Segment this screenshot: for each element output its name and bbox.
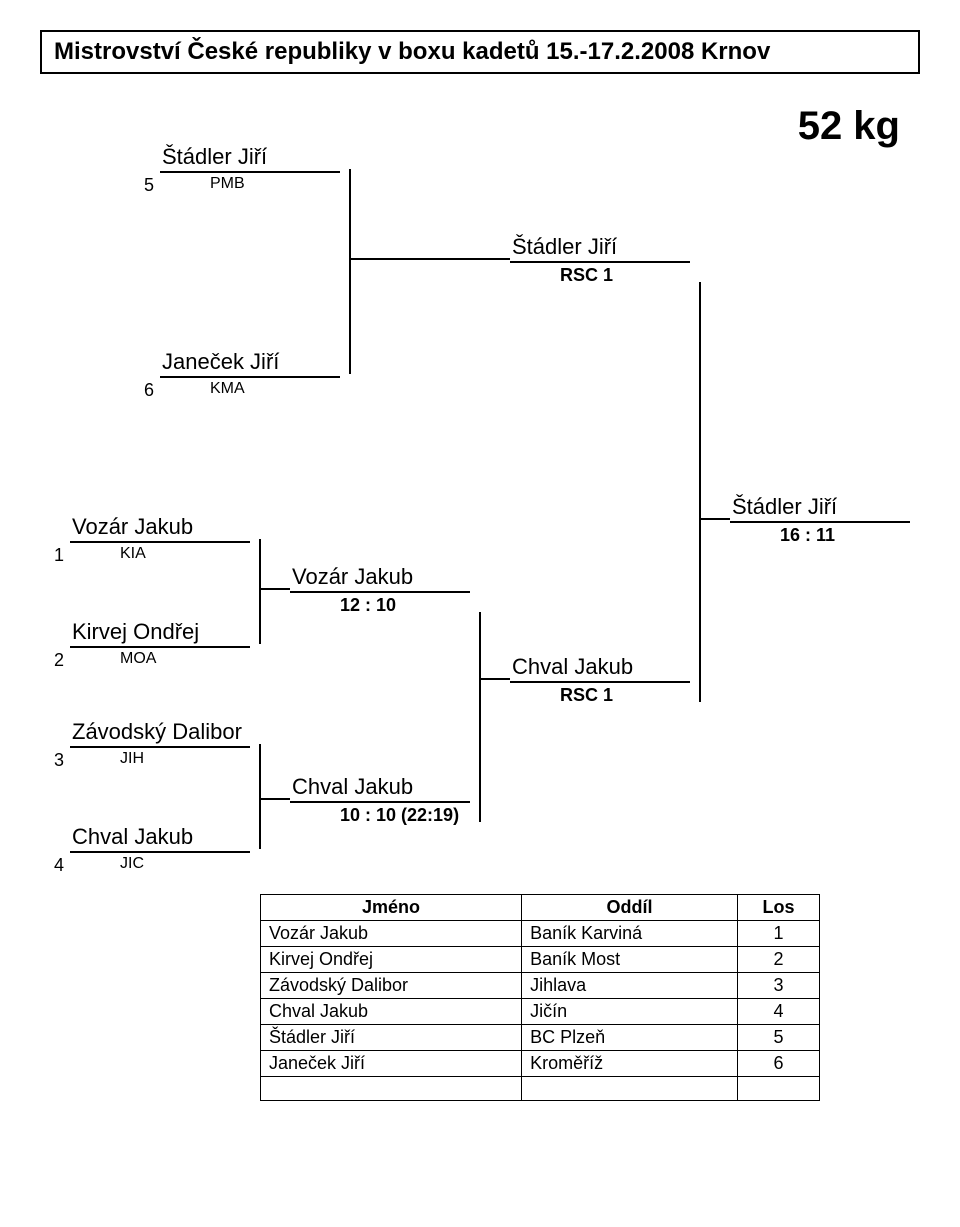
competitor-club: KIA	[70, 543, 250, 563]
competitor-name: Chval Jakub	[72, 824, 193, 849]
cell-los: 4	[737, 999, 819, 1025]
seed-number: 4	[54, 855, 64, 876]
match-result: RSC 1	[510, 263, 690, 286]
cell-name: Závodský Dalibor	[261, 973, 522, 999]
table-row-blank	[261, 1077, 820, 1101]
bracket-qf-bot: Chval Jakub 10 : 10 (22:19)	[290, 774, 470, 826]
cell-club: Baník Karviná	[522, 921, 738, 947]
competitor-club: KMA	[160, 378, 340, 398]
competitor-name: Chval Jakub	[292, 774, 413, 799]
cell-los: 5	[737, 1025, 819, 1051]
cell-club: Kroměříž	[522, 1051, 738, 1077]
bracket-entry-seed5: 5 Štádler Jiří PMB	[160, 144, 340, 193]
cell-los: 1	[737, 921, 819, 947]
cell-name: Vozár Jakub	[261, 921, 522, 947]
match-result: 16 : 11	[730, 523, 910, 546]
competitor-name: Janeček Jiří	[162, 349, 279, 374]
seed-number: 2	[54, 650, 64, 671]
cell-name: Štádler Jiří	[261, 1025, 522, 1051]
table-row: Štádler Jiří BC Plzeň 5	[261, 1025, 820, 1051]
bracket-entry-seed6: 6 Janeček Jiří KMA	[160, 349, 340, 398]
cell-club: Baník Most	[522, 947, 738, 973]
table-row: Kirvej Ondřej Baník Most 2	[261, 947, 820, 973]
cell-blank	[522, 1077, 738, 1101]
cell-name: Kirvej Ondřej	[261, 947, 522, 973]
cell-club: Jihlava	[522, 973, 738, 999]
table-row: Chval Jakub Jičín 4	[261, 999, 820, 1025]
competitor-name: Závodský Dalibor	[72, 719, 242, 744]
cell-name: Chval Jakub	[261, 999, 522, 1025]
bracket-semi-top: Štádler Jiří RSC 1	[510, 234, 690, 286]
competitor-name: Vozár Jakub	[292, 564, 413, 589]
table-row: Závodský Dalibor Jihlava 3	[261, 973, 820, 999]
seed-number: 5	[144, 175, 154, 196]
competitor-name: Štádler Jiří	[162, 144, 267, 169]
match-result: 12 : 10	[290, 593, 470, 616]
table-header-row: Jméno Oddíl Los	[261, 895, 820, 921]
col-header-los: Los	[737, 895, 819, 921]
bracket-diagram: 52 kg 5 Štádler Jiří PMB Štádler Jiří RS…	[40, 104, 920, 884]
competitor-name: Chval Jakub	[512, 654, 633, 679]
competitor-name: Kirvej Ondřej	[72, 619, 199, 644]
match-result: 10 : 10 (22:19)	[290, 803, 470, 826]
bracket-entry-seed3: 3 Závodský Dalibor JIH	[70, 719, 250, 768]
cell-los: 6	[737, 1051, 819, 1077]
bracket-entry-seed2: 2 Kirvej Ondřej MOA	[70, 619, 250, 668]
cell-blank	[737, 1077, 819, 1101]
competitor-club: MOA	[70, 648, 250, 668]
bracket-qf-top: Vozár Jakub 12 : 10	[290, 564, 470, 616]
table-row: Vozár Jakub Baník Karviná 1	[261, 921, 820, 947]
bracket-entry-seed4: 4 Chval Jakub JIC	[70, 824, 250, 873]
table-row: Janeček Jiří Kroměříž 6	[261, 1051, 820, 1077]
seed-number: 6	[144, 380, 154, 401]
bracket-entry-seed1: 1 Vozár Jakub KIA	[70, 514, 250, 563]
col-header-name: Jméno	[261, 895, 522, 921]
cell-club: BC Plzeň	[522, 1025, 738, 1051]
cell-los: 2	[737, 947, 819, 973]
col-header-club: Oddíl	[522, 895, 738, 921]
seed-number: 3	[54, 750, 64, 771]
competitor-club: JIC	[70, 853, 250, 873]
competitor-club: PMB	[160, 173, 340, 193]
results-table: Jméno Oddíl Los Vozár Jakub Baník Karvin…	[260, 894, 820, 1101]
bracket-final: Štádler Jiří 16 : 11	[730, 494, 910, 546]
cell-blank	[261, 1077, 522, 1101]
page-title-box: Mistrovství České republiky v boxu kadet…	[40, 30, 920, 74]
cell-name: Janeček Jiří	[261, 1051, 522, 1077]
table-body: Vozár Jakub Baník Karviná 1 Kirvej Ondře…	[261, 921, 820, 1101]
competitor-name: Štádler Jiří	[732, 494, 837, 519]
seed-number: 1	[54, 545, 64, 566]
bracket-semi-bot: Chval Jakub RSC 1	[510, 654, 690, 706]
competitor-name: Vozár Jakub	[72, 514, 193, 539]
competitor-name: Štádler Jiří	[512, 234, 617, 259]
competitor-club: JIH	[70, 748, 250, 768]
cell-los: 3	[737, 973, 819, 999]
match-result: RSC 1	[510, 683, 690, 706]
page-title: Mistrovství České republiky v boxu kadet…	[54, 38, 770, 65]
cell-club: Jičín	[522, 999, 738, 1025]
